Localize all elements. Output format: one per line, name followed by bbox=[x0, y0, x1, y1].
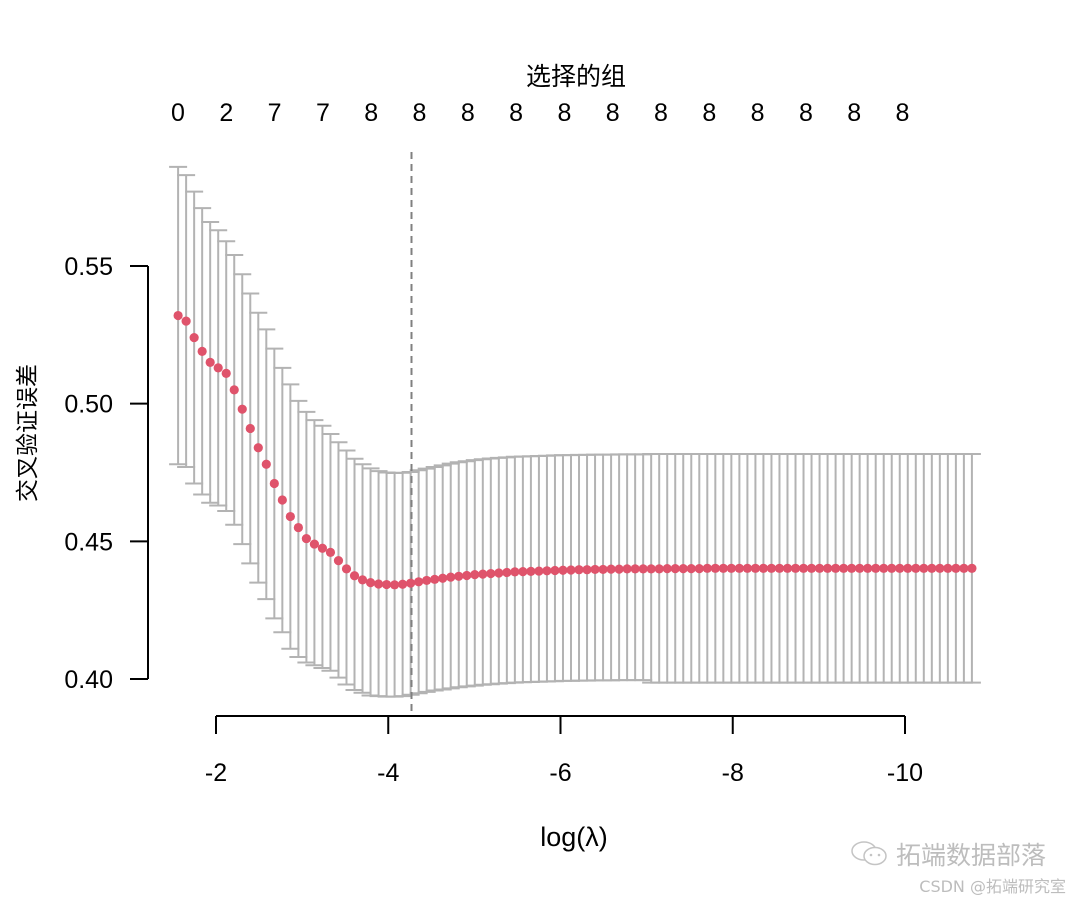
cv-mean-points bbox=[173, 310, 977, 590]
x-tick-label: -6 bbox=[549, 759, 571, 787]
top-tick-label: 8 bbox=[413, 99, 427, 127]
top-tick-label: 8 bbox=[847, 99, 861, 127]
top-tick-label: 8 bbox=[557, 99, 571, 127]
top-tick-label: 7 bbox=[316, 99, 330, 127]
top-tick-label: 0 bbox=[171, 99, 185, 127]
y-tick-label: 0.55 bbox=[64, 253, 113, 281]
top-tick-label: 8 bbox=[461, 99, 475, 127]
top-tick-label: 8 bbox=[799, 99, 813, 127]
y-tick-label: 0.40 bbox=[64, 666, 113, 694]
top-tick-label: 8 bbox=[606, 99, 620, 127]
y-tick-label: 0.50 bbox=[64, 391, 113, 419]
x-tick-label: -8 bbox=[722, 759, 744, 787]
y-axis: 0.40 0.45 0.50 0.55 bbox=[64, 253, 149, 694]
wechat-icon bbox=[851, 841, 887, 866]
watermark-main: 拓端数据部落 bbox=[850, 836, 1046, 872]
x-tick-label: -2 bbox=[205, 759, 227, 787]
y-tick-label: 0.45 bbox=[64, 528, 113, 556]
x-axis: -2 -4 -6 -8 -10 bbox=[205, 715, 923, 787]
top-tick-label: 8 bbox=[896, 99, 910, 127]
x-tick-label: -10 bbox=[887, 759, 923, 787]
top-axis-title: 选择的组 bbox=[526, 62, 626, 91]
watermark-sub: CSDN @拓端研究室 bbox=[919, 877, 1066, 896]
top-tick-label: 8 bbox=[509, 99, 523, 127]
error-bars bbox=[169, 165, 981, 698]
x-axis-label: log(λ) bbox=[540, 822, 608, 852]
top-tick-label: 8 bbox=[654, 99, 668, 127]
top-axis-labels: 0 2 7 7 8 8 8 8 8 8 8 8 8 8 8 8 bbox=[171, 99, 909, 127]
watermark-main-text: 拓端数据部落 bbox=[895, 841, 1046, 870]
top-tick-label: 7 bbox=[268, 99, 282, 127]
top-tick-label: 2 bbox=[219, 99, 233, 127]
top-tick-label: 8 bbox=[751, 99, 765, 127]
x-tick-label: -4 bbox=[377, 759, 399, 787]
top-tick-label: 8 bbox=[364, 99, 378, 127]
y-axis-label: 交叉验证误差 bbox=[15, 364, 41, 502]
top-tick-label: 8 bbox=[702, 99, 716, 127]
